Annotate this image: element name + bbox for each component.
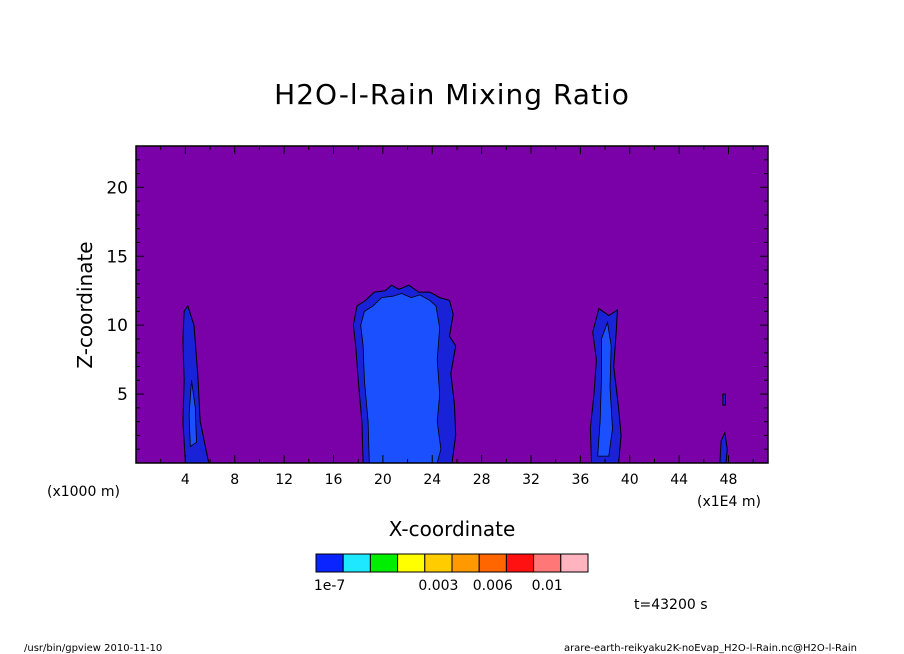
y-tick-label: 15 [106,247,128,267]
x-tick-label: 8 [230,472,239,488]
colorbar-swatch [560,553,589,573]
x-axis-label: X-coordinate [389,517,516,541]
y-tick-label: 10 [106,316,128,336]
x-tick-label: 44 [670,472,688,488]
x-tick-label: 40 [621,472,639,488]
x-unit-left: (x1000 m) [47,484,120,500]
colorbar-swatch [424,553,453,573]
x-axis-ticks: 4 8 12 16 20 24 28 32 36 40 44 48 [160,146,754,488]
time-label: t=43200 s [634,597,708,613]
x-tick-label: 32 [522,472,540,488]
colorbar-swatch [451,553,480,573]
cloud-column-2-inner [360,293,442,464]
footer-right: arare-earth-reikyaku2K-noEvap_H2O-l-Rain… [564,643,857,654]
chart-title: H2O-l-Rain Mixing Ratio [274,78,630,111]
x-unit-right: (x1E4 m) [697,494,761,510]
colorbar-label: 0.006 [473,578,513,594]
colorbar-swatch [397,553,426,573]
cloud-column-3-inner [597,320,613,457]
plot-area [135,145,769,464]
x-tick-label: 20 [374,472,392,488]
footer-left: /usr/bin/gpview 2010-11-10 [24,643,162,654]
colorbar-swatch [342,553,371,573]
x-tick-label: 36 [571,472,589,488]
y-tick-label: 20 [106,178,128,198]
colorbar-swatch [478,553,507,573]
colorbar-swatch [315,553,344,573]
y-axis-label: Z-coordinate [73,241,97,368]
colorbar-label: 0.01 [532,578,563,594]
colorbar-swatch [505,553,535,573]
x-tick-label: 12 [275,472,293,488]
x-tick-label: 4 [181,472,190,488]
cloud-column-5-outer [722,393,726,406]
colorbar-label: 0.003 [418,578,458,594]
plot-frame [135,145,769,464]
x-tick-label: 16 [325,472,343,488]
cloud-column-1-inner [188,380,197,448]
x-tick-label: 48 [720,472,738,488]
contour-regions [182,284,728,464]
x-tick-label: 24 [423,472,441,488]
colorbar [315,553,589,573]
y-axis-ticks: 5 10 15 20 [106,159,768,450]
colorbar-swatch [533,553,562,573]
colorbar-swatch [369,553,399,573]
y-tick-label: 5 [117,385,128,405]
x-tick-label: 28 [473,472,491,488]
colorbar-labels: 1e-7 0.003 0.006 0.01 [314,578,563,594]
colorbar-label: 1e-7 [314,578,345,594]
